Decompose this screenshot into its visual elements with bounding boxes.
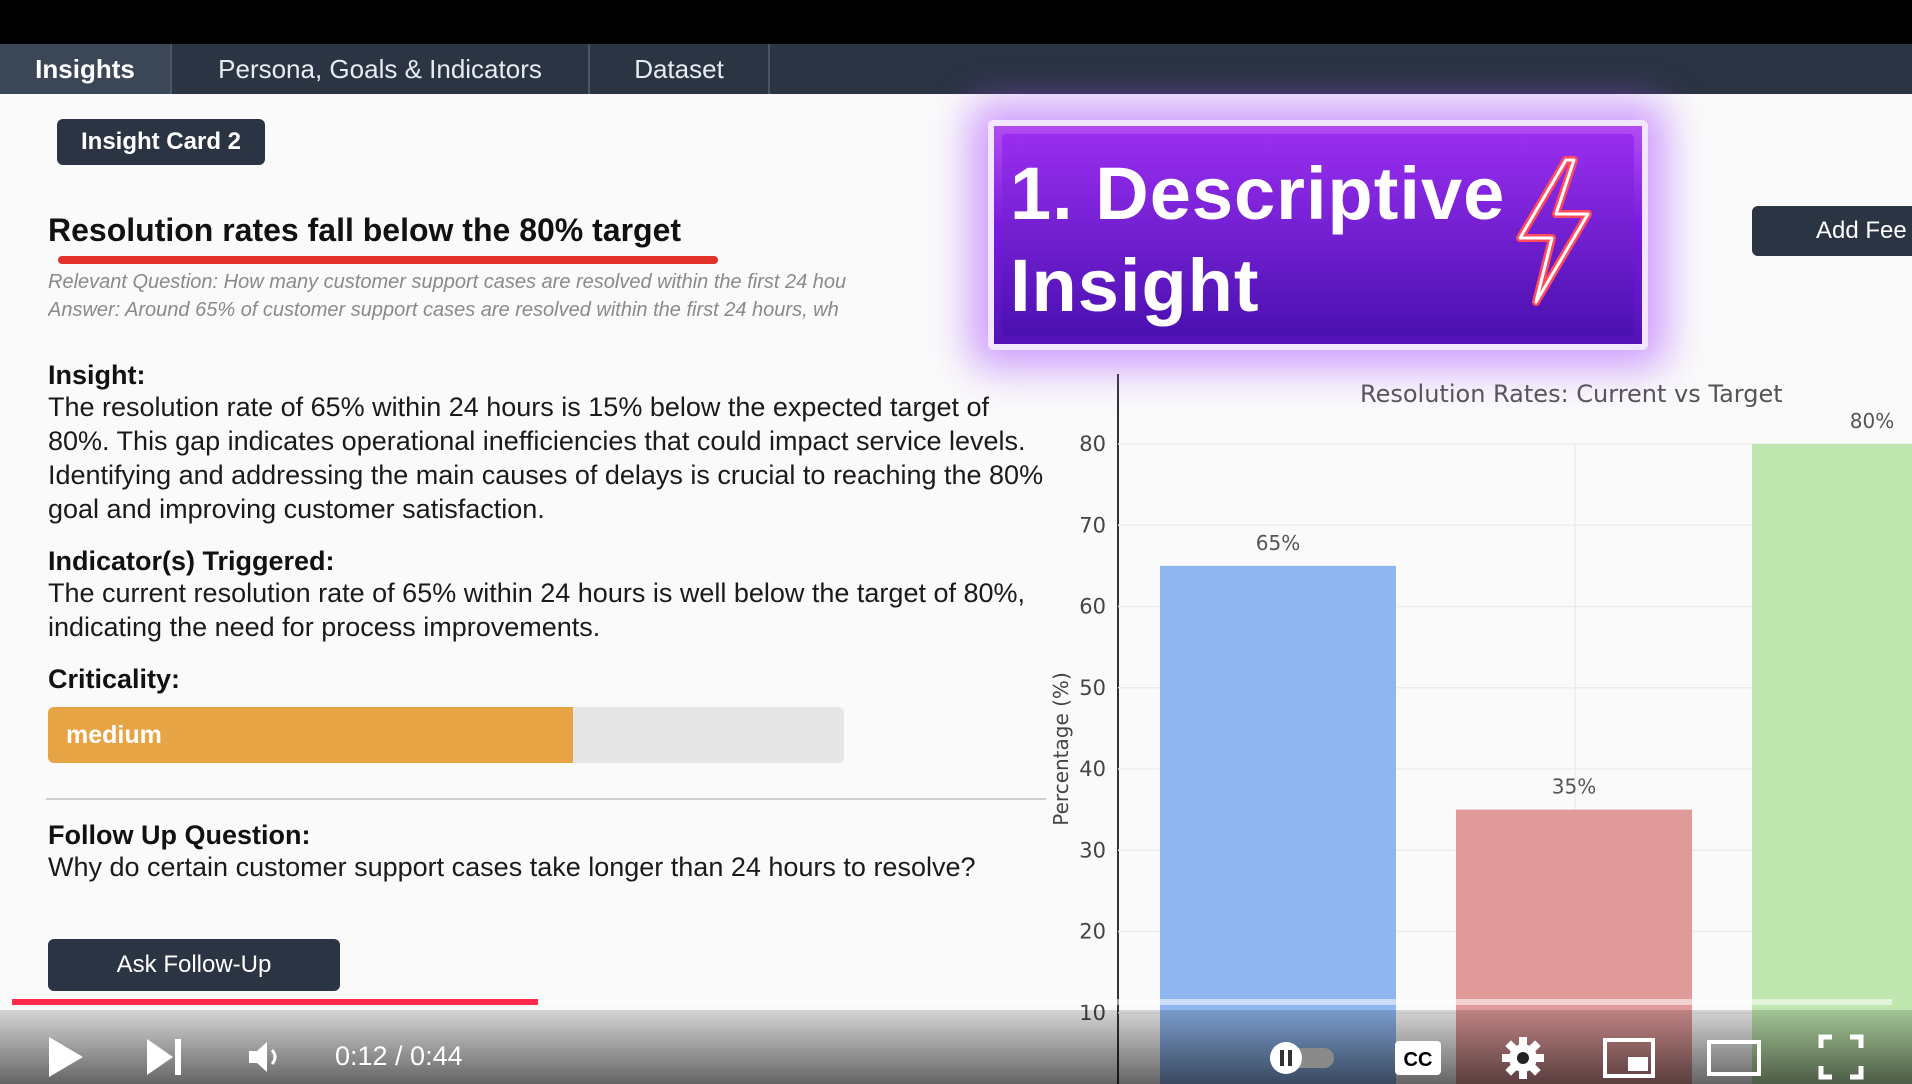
- y-axis-label: Percentage (%): [1049, 672, 1073, 825]
- video-progress-played: [12, 999, 539, 1005]
- playback-time: 0:12 / 0:44: [335, 1041, 463, 1071]
- bars: 65% 35% 80%: [1160, 409, 1912, 1084]
- volume-icon[interactable]: [240, 1036, 290, 1078]
- insight-text: The resolution rate of 65% within 24 hou…: [48, 392, 1044, 524]
- y-tick-label: 60: [1079, 595, 1106, 619]
- indicators-heading: Indicator(s) Triggered:: [48, 546, 335, 576]
- title-underline: [58, 256, 718, 264]
- criticality-heading: Criticality:: [48, 664, 181, 694]
- bar-value-label: 65%: [1256, 531, 1300, 555]
- followup-heading: Follow Up Question:: [48, 820, 311, 850]
- overlay-line-1: 1. Descriptive: [1010, 152, 1506, 235]
- bar-value-label: 80%: [1850, 409, 1894, 433]
- y-tick-label: 30: [1079, 838, 1106, 862]
- tab-insights[interactable]: Insights: [0, 44, 172, 94]
- svg-text:CC: CC: [1404, 1049, 1433, 1071]
- tab-bar: Insights Persona, Goals & Indicators Dat…: [0, 44, 1912, 94]
- miniplayer-icon[interactable]: [1602, 1036, 1656, 1080]
- y-tick-label: 40: [1079, 757, 1106, 781]
- y-tick-label: 70: [1079, 513, 1106, 537]
- resolution-rates-chart: Resolution Rates: Current vs Target Perc…: [1049, 374, 1912, 1084]
- criticality-bar: medium: [48, 707, 844, 763]
- indicators-text: The current resolution rate of 65% withi…: [48, 578, 1026, 642]
- criticality-bar-fill: medium: [48, 707, 574, 763]
- theater-mode-icon[interactable]: [1706, 1038, 1762, 1078]
- insight-title: Resolution rates fall below the 80% targ…: [48, 212, 682, 248]
- fullscreen-icon[interactable]: [1816, 1034, 1866, 1080]
- criticality-label: medium: [66, 720, 162, 749]
- relevant-question: Relevant Question: How many customer sup…: [48, 271, 847, 293]
- settings-gear-icon[interactable]: [1498, 1036, 1548, 1080]
- bar-3: [1752, 444, 1912, 1084]
- overlay-title: 1. Descriptive Insight: [1010, 148, 1505, 332]
- add-feedback-button[interactable]: Add Fee: [1752, 206, 1912, 256]
- insight-heading: Insight:: [48, 360, 146, 390]
- y-tick-label: 50: [1079, 676, 1106, 700]
- relevant-question-text: Relevant Question: How many customer sup…: [48, 268, 988, 324]
- video-progress-track[interactable]: [12, 999, 1892, 1005]
- play-icon[interactable]: [40, 1034, 90, 1080]
- lightning-bolt-icon: [1516, 156, 1592, 306]
- answer-text: Answer: Around 65% of customer support c…: [48, 299, 839, 321]
- autoplay-toggle[interactable]: [1264, 1040, 1340, 1076]
- captions-icon[interactable]: CC: [1392, 1038, 1444, 1078]
- bar-value-label: 35%: [1552, 775, 1596, 799]
- video-controls-bar: [0, 1010, 1912, 1084]
- bar-1: [1160, 565, 1396, 1084]
- followup-text: Why do certain customer support cases ta…: [48, 852, 976, 882]
- overlay-line-2: Insight: [1010, 244, 1260, 327]
- tab-dataset[interactable]: Dataset: [590, 44, 770, 94]
- descriptive-insight-overlay: 1. Descriptive Insight: [988, 120, 1648, 350]
- ask-follow-up-button[interactable]: Ask Follow-Up: [48, 939, 340, 991]
- insight-card-badge: Insight Card 2: [57, 119, 265, 165]
- section-divider: [46, 798, 1046, 800]
- y-axis-ticks: 1020304050607080: [1079, 432, 1106, 1025]
- y-tick-label: 20: [1079, 920, 1106, 944]
- y-tick-label: 80: [1079, 432, 1106, 456]
- chart-title: Resolution Rates: Current vs Target: [1360, 380, 1783, 408]
- tab-persona-goals-indicators[interactable]: Persona, Goals & Indicators: [172, 44, 590, 94]
- next-icon[interactable]: [140, 1034, 190, 1080]
